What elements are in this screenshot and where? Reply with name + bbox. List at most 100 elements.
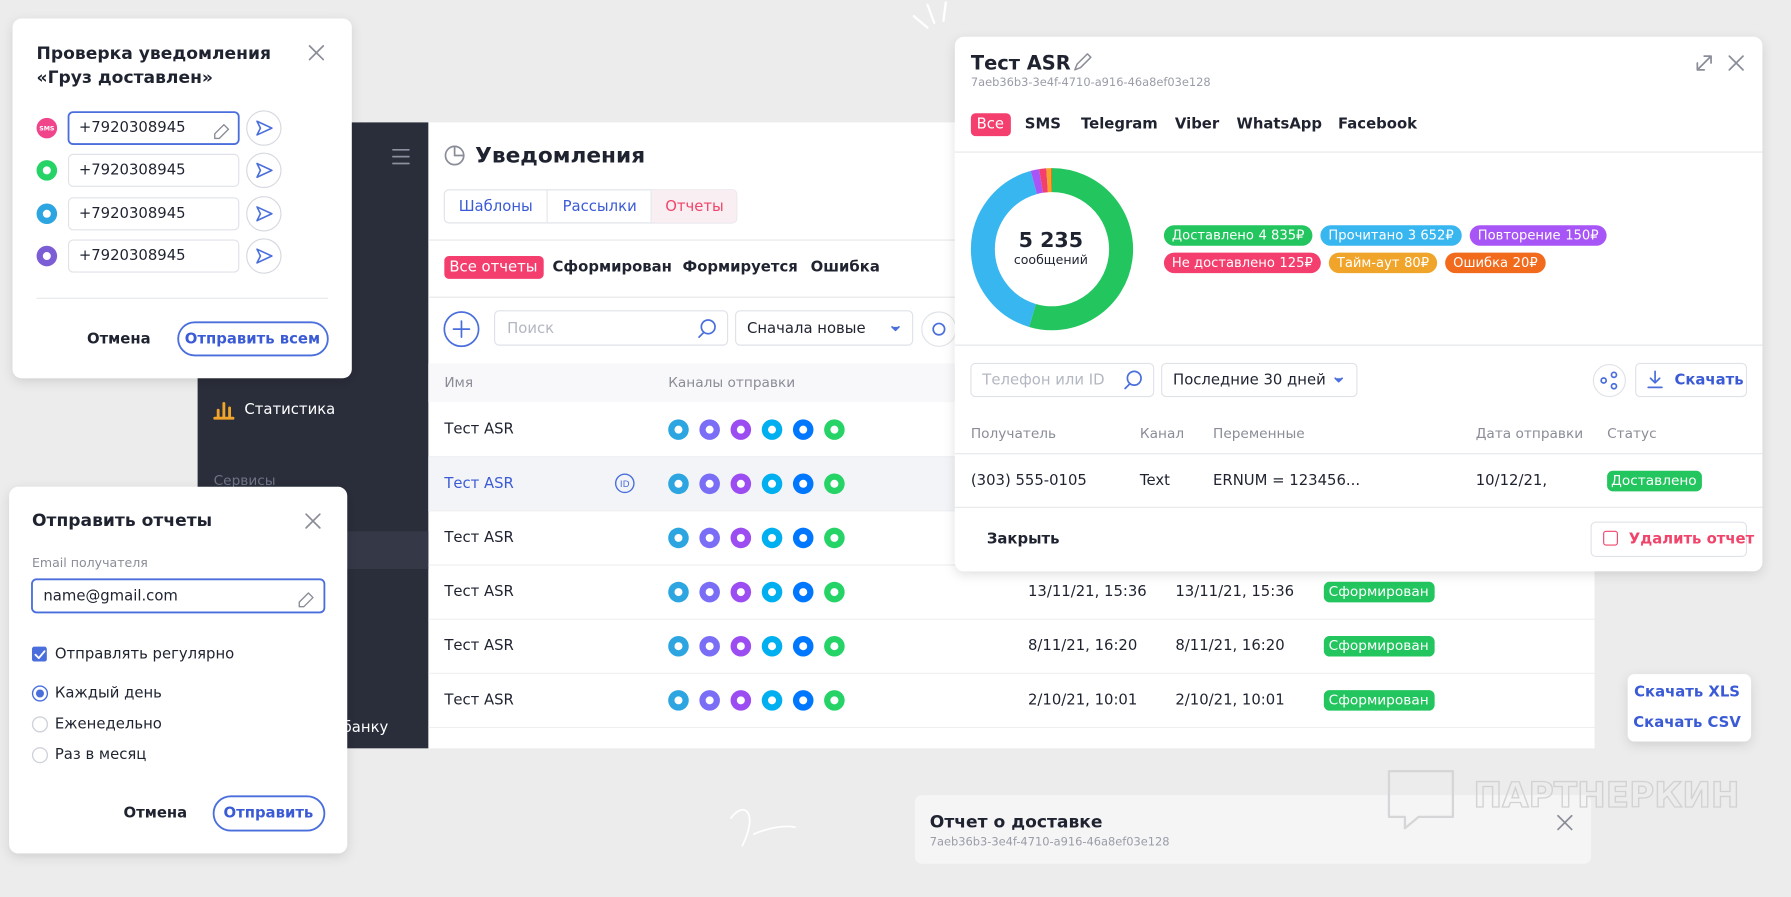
email-input[interactable] <box>31 578 326 614</box>
channel-glyph <box>830 425 839 434</box>
channel-tab[interactable]: WhatsApp <box>1237 116 1323 133</box>
legend-chip <box>1445 252 1546 274</box>
send-button[interactable] <box>246 238 282 274</box>
filter[interactable]: Сформирован <box>553 258 672 275</box>
phone-input[interactable] <box>67 197 240 231</box>
sidebar-item[interactable]: банку <box>343 719 389 736</box>
menu-item[interactable]: Скачать XLS <box>1634 683 1740 700</box>
status-pill <box>1607 470 1702 492</box>
cell: ERNUM = 123456... <box>1213 472 1360 489</box>
tab[interactable]: Рассылки <box>563 198 637 215</box>
channel-glyph <box>705 425 714 434</box>
close-button[interactable]: Закрыть <box>987 530 1060 547</box>
phone: +7920308945 <box>79 247 186 264</box>
radio[interactable] <box>31 747 49 764</box>
settings-button[interactable] <box>921 311 957 347</box>
placeholder: Телефон или ID <box>981 372 1104 389</box>
column-header: Получатель <box>971 426 1056 442</box>
sent-date: 2/10/21, 10:01 <box>1175 691 1284 708</box>
row-name[interactable]: Тест ASR <box>443 583 514 600</box>
delete-button[interactable] <box>1590 521 1748 558</box>
download-button[interactable] <box>1635 362 1748 398</box>
channel-glyph <box>736 425 745 434</box>
channel-glyph <box>705 588 714 597</box>
clear-icon <box>214 123 230 140</box>
menu-item[interactable]: Скачать CSV <box>1633 714 1741 731</box>
tab[interactable]: Отчеты <box>665 198 724 215</box>
channel-tab[interactable]: Telegram <box>1081 116 1158 133</box>
channel-glyph <box>799 425 808 434</box>
icon <box>1610 382 1618 390</box>
report-title: Тест ASR <box>971 52 1071 75</box>
filter[interactable]: Все отчеты <box>449 258 537 275</box>
radio-dot <box>35 689 44 698</box>
decoration <box>912 1 947 29</box>
channel-glyph <box>830 642 839 651</box>
dialog-title: Проверка уведомления <box>37 44 271 64</box>
filter-active[interactable] <box>444 256 544 279</box>
icon <box>453 145 465 157</box>
phone-input[interactable] <box>67 239 240 273</box>
period-select[interactable] <box>1161 362 1358 398</box>
donut-segment <box>1029 168 1134 331</box>
icon <box>256 120 273 136</box>
close-icon <box>1728 55 1744 71</box>
channel-glyph <box>42 252 51 261</box>
channel-tab[interactable]: SMS <box>1025 116 1061 133</box>
row-name[interactable]: Тест ASR <box>443 637 514 654</box>
phone-search[interactable] <box>970 362 1155 398</box>
phone-input[interactable] <box>67 111 240 146</box>
send-button[interactable] <box>212 795 326 832</box>
channel-glyph <box>799 696 808 705</box>
filter[interactable]: Ошибка <box>811 258 880 275</box>
column-header: Имя <box>444 375 473 391</box>
sort-select[interactable] <box>735 310 914 346</box>
column-header: Дата отправки <box>1476 426 1583 442</box>
send-button[interactable] <box>246 152 282 189</box>
channel-tab[interactable]: Все <box>977 116 1004 133</box>
cancel-button[interactable]: Отмена <box>124 804 188 821</box>
channel-glyph <box>830 696 839 705</box>
tab-active[interactable] <box>970 113 1011 137</box>
legend-name: Повторение <box>1478 228 1561 243</box>
channel-tab[interactable]: Facebook <box>1338 116 1418 133</box>
sent-date: 8/11/21, 16:20 <box>1175 637 1284 654</box>
share-button[interactable] <box>1592 363 1626 398</box>
checkbox-label: Отправлять регулярно <box>55 646 234 663</box>
edit-icon <box>1074 53 1092 71</box>
row-name[interactable]: Тест ASR <box>443 529 514 546</box>
channel-glyph <box>674 425 683 434</box>
phone-input[interactable] <box>67 153 240 187</box>
checkbox[interactable] <box>31 646 47 662</box>
channel-glyph <box>768 533 777 542</box>
sidebar-item[interactable]: Статистика <box>244 401 335 418</box>
search-input[interactable] <box>494 310 729 346</box>
row-name[interactable]: Тест ASR <box>443 691 514 708</box>
filter[interactable]: Формируется <box>683 258 798 275</box>
tab[interactable]: Шаблоны <box>459 198 533 215</box>
stats-icon <box>213 401 235 420</box>
row-name[interactable]: Тест ASR <box>443 475 514 492</box>
legend-name: Ошибка <box>1453 255 1508 270</box>
channel-glyph <box>830 588 839 597</box>
calendar-icon <box>1603 530 1618 546</box>
radio[interactable] <box>31 716 49 733</box>
legend-chip <box>1163 252 1321 274</box>
dialog-title: Отправить отчеты <box>32 511 212 531</box>
legend-label: Тайм-аут 80₽ <box>1336 255 1429 270</box>
created-date: 13/11/21, 15:36 <box>1028 583 1147 600</box>
send-all-button[interactable] <box>177 321 329 357</box>
send-button[interactable] <box>246 196 282 232</box>
send-button[interactable] <box>246 110 282 146</box>
report-panel <box>954 36 1763 572</box>
field-label: Email получателя <box>32 555 148 570</box>
download-menu <box>1627 674 1752 742</box>
row-name[interactable]: Тест ASR <box>443 421 514 438</box>
channel-glyph <box>768 425 777 434</box>
radio-label: Каждый день <box>55 685 162 702</box>
phone: +7920308945 <box>79 205 186 222</box>
cancel-button[interactable]: Отмена <box>87 330 151 347</box>
channel-tab[interactable]: Viber <box>1175 116 1220 133</box>
status-pill <box>1323 690 1435 711</box>
